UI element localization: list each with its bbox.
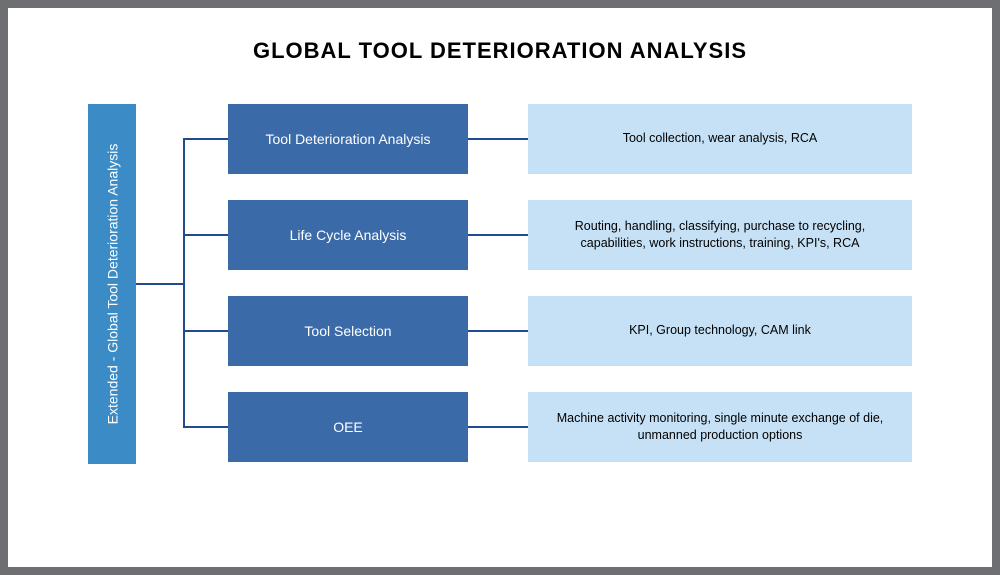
description-node: Machine activity monitoring, single minu… bbox=[528, 392, 912, 462]
description-node: Tool collection, wear analysis, RCA bbox=[528, 104, 912, 174]
diagram-row: Tool Selection KPI, Group technology, CAM… bbox=[228, 296, 912, 366]
diagram-row: Tool Deterioration Analysis Tool collecti… bbox=[228, 104, 912, 174]
category-node: OEE bbox=[228, 392, 468, 462]
connector-v bbox=[183, 138, 185, 428]
connector-h bbox=[183, 138, 228, 140]
diagram-row: OEE Machine activity monitoring, single m… bbox=[228, 392, 912, 462]
diagram-row: Life Cycle Analysis Routing, handling, cl… bbox=[228, 200, 912, 270]
connector-h bbox=[183, 426, 228, 428]
connector-h bbox=[183, 234, 228, 236]
connector-h bbox=[183, 330, 228, 332]
connector-h bbox=[136, 283, 183, 285]
description-node: Routing, handling, classifying, purchase… bbox=[528, 200, 912, 270]
root-label: Extended - Global Tool Deterioration Ana… bbox=[104, 144, 120, 425]
category-node: Life Cycle Analysis bbox=[228, 200, 468, 270]
description-node: KPI, Group technology, CAM link bbox=[528, 296, 912, 366]
diagram-canvas: Extended - Global Tool Deterioration Ana… bbox=[68, 104, 932, 504]
category-node: Tool Selection bbox=[228, 296, 468, 366]
category-node: Tool Deterioration Analysis bbox=[228, 104, 468, 174]
diagram-frame: GLOBAL TOOL DETERIORATION ANALYSIS Exten… bbox=[0, 0, 1000, 575]
page-title: GLOBAL TOOL DETERIORATION ANALYSIS bbox=[68, 38, 932, 64]
root-node: Extended - Global Tool Deterioration Ana… bbox=[88, 104, 136, 464]
